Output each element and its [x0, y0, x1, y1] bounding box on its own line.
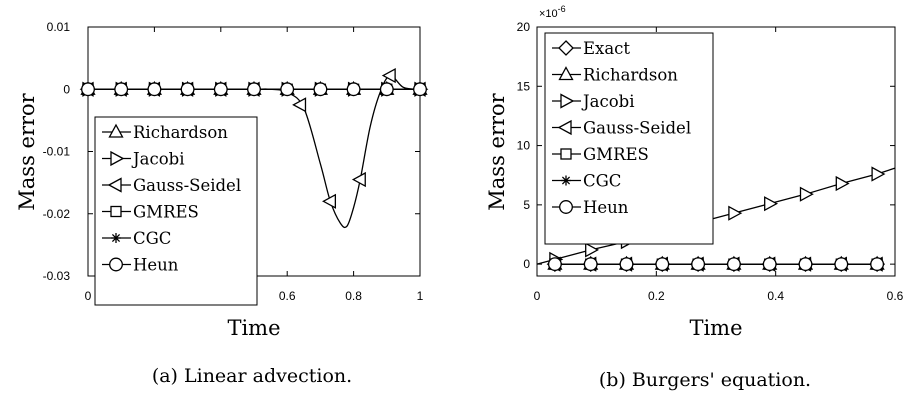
x-tick-label: 0.4	[767, 289, 784, 303]
data-point-heun	[313, 82, 328, 97]
data-point-heun	[379, 82, 394, 97]
legend-marker	[108, 123, 124, 138]
y-axis-label: Mass error	[15, 92, 39, 210]
plot-area-frame	[536, 26, 896, 277]
x-axis-label: Time	[227, 316, 280, 340]
series-line-jacobi	[536, 167, 896, 265]
y-tick-label: 5	[523, 198, 530, 212]
legend-label: Jacobi	[581, 92, 634, 111]
legend-label: Jacobi	[131, 150, 184, 169]
x-axis-label: Time	[689, 316, 742, 340]
legend-label: Richardson	[133, 123, 228, 142]
legend-label: Gauss-Seidel	[583, 119, 691, 138]
y-tick-label: -0.03	[43, 269, 71, 283]
legend-marker	[559, 200, 573, 214]
data-point-heun	[798, 257, 813, 272]
data-point-heun	[114, 82, 129, 97]
legend-marker	[560, 148, 572, 160]
data-point-heun	[413, 82, 427, 97]
y-axis-label: Mass error	[485, 92, 509, 210]
data-point-heun	[247, 82, 261, 97]
legend: Exact Richardson Jacobi Gauss-Seidel GMRES CG…	[544, 32, 714, 245]
legend-marker	[561, 175, 571, 186]
data-point-gauss-seidel	[292, 97, 307, 113]
legend-marker	[107, 177, 122, 193]
data-point-heun	[213, 82, 228, 97]
legend-label: Richardson	[583, 66, 678, 85]
y-axis-exponent: ×10-6	[539, 4, 566, 20]
legend-label: CGC	[583, 172, 621, 191]
legend-marker	[560, 93, 575, 109]
y-tick-label: 15	[517, 79, 531, 93]
legend-marker	[558, 40, 574, 56]
y-tick-label: 0	[523, 257, 530, 271]
data-point-gauss-seidel	[321, 193, 337, 209]
data-point-jacobi	[585, 242, 600, 258]
legend-label: GMRES	[583, 145, 649, 164]
data-point-heun	[346, 82, 361, 97]
data-point-heun	[583, 257, 598, 272]
data-point-jacobi	[799, 186, 814, 202]
legend-label: Gauss-Seidel	[133, 176, 241, 195]
data-point-heun	[147, 82, 162, 97]
data-point-gauss-seidel	[351, 171, 366, 188]
data-point-heun	[619, 257, 634, 272]
legend-marker	[558, 66, 574, 81]
data-point-heun	[834, 257, 849, 272]
data-point-heun	[547, 257, 562, 272]
data-point-jacobi	[835, 175, 850, 192]
legend-marker	[111, 233, 121, 243]
data-point-heun	[870, 257, 885, 272]
y-tick-label: -0.01	[43, 145, 71, 159]
figure-caption: (a) Linear advection.	[152, 365, 352, 387]
x-tick-label: 0.2	[648, 289, 665, 303]
data-point-jacobi	[764, 196, 779, 212]
legend-label: Heun	[583, 198, 629, 217]
legend-label: GMRES	[133, 203, 199, 222]
legend-label: Heun	[133, 256, 179, 275]
x-tick-label: 1	[417, 289, 424, 303]
legend-marker	[110, 150, 125, 167]
chart-panel-b: 0 0.2 0.4 0.6 20 15 10 5 0 ×10-6 Time Mass error Exa…	[485, 4, 904, 391]
y-tick-label: 10	[517, 139, 531, 153]
legend-label: Exact	[583, 39, 630, 58]
data-point-heun	[81, 82, 95, 97]
y-tick-label: -0.02	[43, 207, 71, 221]
y-tick-label: 20	[517, 20, 531, 34]
data-point-heun	[691, 257, 706, 272]
y-tick-label: 0.01	[47, 20, 71, 34]
data-point-heun	[180, 82, 195, 97]
x-tick-label: 0	[85, 289, 92, 303]
legend-marker	[557, 119, 572, 136]
data-point-heun	[280, 82, 295, 97]
x-tick-label: 0.8	[345, 289, 362, 303]
chart-panel-a: 00.20.40.60.810.010-0.01-0.02-0.03TimeMa…	[15, 20, 429, 387]
legend-marker	[109, 257, 123, 272]
data-point-heun	[655, 257, 670, 272]
legend-box	[544, 32, 714, 245]
data-point-jacobi	[871, 166, 886, 182]
legend-label: CGC	[133, 229, 171, 248]
x-tick-label: 0	[534, 289, 541, 303]
legend: Richardson Jacobi Gauss-Seidel GMRES CGC Heun	[94, 116, 258, 306]
x-tick-label: 0.6	[279, 289, 296, 303]
data-point-heun	[726, 257, 741, 272]
data-point-heun	[762, 257, 777, 272]
figure-caption: (b) Burgers' equation.	[599, 369, 811, 391]
data-point-jacobi	[728, 205, 743, 221]
legend-marker	[110, 205, 122, 218]
data-point-gauss-seidel	[381, 67, 396, 84]
y-tick-label: 0	[63, 82, 70, 96]
x-tick-label: 0.6	[887, 289, 904, 303]
